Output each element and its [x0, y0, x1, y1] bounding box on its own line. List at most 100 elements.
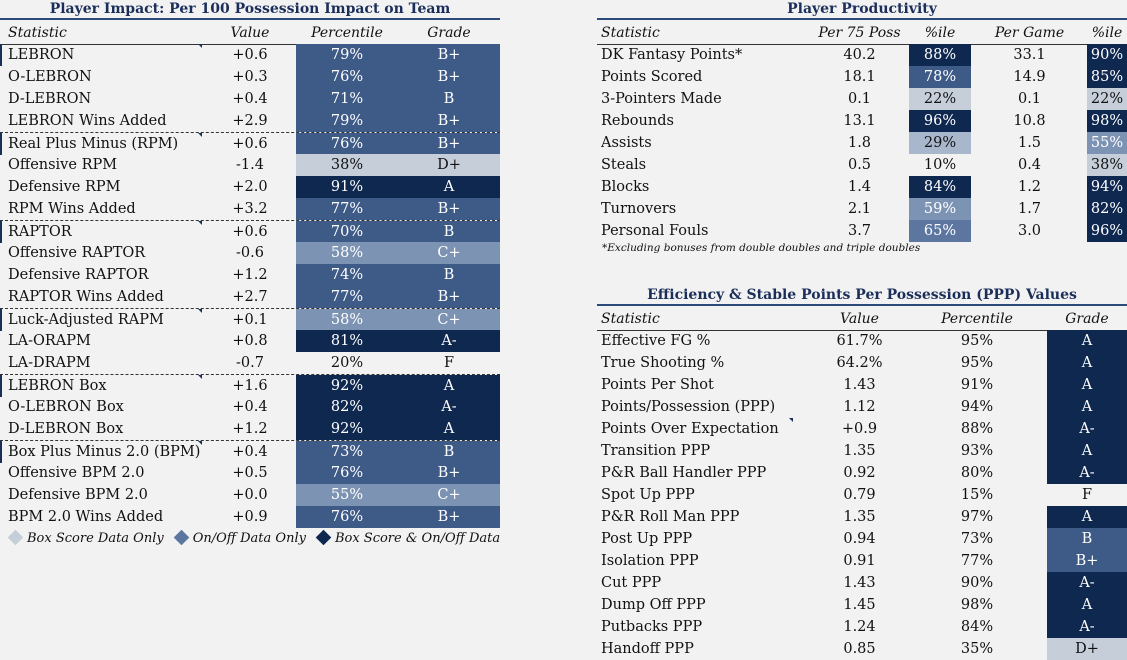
- impact-grade: B+: [398, 462, 500, 484]
- productivity-pergame: 14.9: [1013, 69, 1046, 85]
- efficiency-stat: P&R Roll Man PPP: [601, 509, 740, 525]
- impact-value: +0.9: [232, 509, 268, 525]
- productivity-per75-pctile: 29%: [909, 132, 971, 154]
- table-row: O-LEBRON +0.3 76% B+: [0, 66, 500, 88]
- efficiency-grade: A: [1047, 440, 1127, 462]
- productivity-pergame: 1.5: [1017, 135, 1042, 151]
- impact-stat: RAPTOR: [8, 224, 72, 240]
- table-row: RAPTOR Wins Added +2.7 77% B+: [0, 286, 500, 308]
- productivity-header-pergame-pctile: %ile: [1091, 25, 1123, 41]
- efficiency-percentile: 80%: [960, 465, 994, 481]
- efficiency-stat: Transition PPP: [601, 443, 711, 459]
- productivity-stat: Rebounds: [601, 113, 674, 129]
- impact-stat: O-LEBRON: [8, 69, 92, 85]
- table-row: P&R Roll Man PPP 1.35 97% A: [597, 506, 1127, 528]
- table-row: Points Per Shot 1.43 91% A: [597, 374, 1127, 396]
- productivity-pergame-pctile: 94%: [1087, 176, 1127, 198]
- efficiency-percentile: 77%: [960, 553, 994, 569]
- efficiency-grade: A: [1047, 594, 1127, 616]
- efficiency-header-grade: Grade: [1065, 311, 1109, 327]
- group-marker: [0, 309, 2, 331]
- efficiency-value: 0.92: [843, 465, 876, 481]
- impact-grade: B+: [398, 198, 500, 220]
- productivity-pergame: 0.1: [1017, 91, 1042, 107]
- impact-percentile: 76%: [296, 66, 398, 88]
- productivity-per75-pctile: 10%: [923, 157, 957, 173]
- table-row: Points/Possession (PPP) 1.12 94% A: [597, 396, 1127, 418]
- table-row: D-LEBRON Box +1.2 92% A: [0, 418, 500, 440]
- efficiency-value: 1.24: [843, 619, 876, 635]
- efficiency-percentile: 90%: [960, 575, 994, 591]
- impact-grade: B+: [398, 110, 500, 132]
- impact-stat: RAPTOR Wins Added: [8, 289, 164, 305]
- productivity-per75: 18.1: [843, 69, 876, 85]
- productivity-stat: Blocks: [601, 179, 650, 195]
- productivity-per75: 0.1: [847, 91, 872, 107]
- table-row: Defensive RPM +2.0 91% A: [0, 176, 500, 198]
- impact-grade: C+: [398, 309, 500, 331]
- productivity-pergame: 1.7: [1017, 201, 1042, 217]
- efficiency-stat: Points/Possession (PPP): [601, 399, 776, 415]
- productivity-per75: 2.1: [847, 201, 872, 217]
- productivity-header-per75: Per 75 Poss: [818, 25, 901, 41]
- efficiency-percentile: 15%: [960, 487, 994, 503]
- impact-percentile: 77%: [296, 286, 398, 308]
- productivity-stat: DK Fantasy Points*: [601, 47, 743, 63]
- table-row: Luck-Adjusted RAPM +0.1 58% C+: [0, 308, 500, 331]
- impact-grade: B+: [398, 133, 500, 155]
- productivity-stat: Turnovers: [601, 201, 677, 217]
- productivity-per75-pctile: 22%: [909, 88, 971, 110]
- impact-percentile: 76%: [296, 133, 398, 155]
- impact-grade: A: [398, 418, 500, 440]
- impact-stat: BPM 2.0 Wins Added: [8, 509, 164, 525]
- efficiency-value: 1.35: [843, 443, 876, 459]
- impact-stat: Offensive RAPTOR: [8, 245, 146, 261]
- efficiency-percentile: 93%: [960, 443, 994, 459]
- efficiency-percentile: 95%: [960, 333, 994, 349]
- productivity-per75: 1.4: [847, 179, 872, 195]
- impact-percentile: 74%: [296, 264, 398, 286]
- productivity-stat: Assists: [601, 135, 652, 151]
- legend-label: Box Score & On/Off Data: [334, 531, 501, 546]
- efficiency-stat: Effective FG %: [601, 333, 711, 349]
- productivity-per75-pctile: 78%: [909, 66, 971, 88]
- legend-item: Box Score & On/Off Data: [314, 529, 501, 546]
- impact-value: -0.7: [236, 355, 264, 371]
- efficiency-header-statistic: Statistic: [601, 311, 660, 327]
- impact-grade: B: [398, 264, 500, 286]
- impact-grade: B: [398, 88, 500, 110]
- table-row: Defensive RAPTOR +1.2 74% B: [0, 264, 500, 286]
- legend-item: Box Score Data Only: [6, 529, 164, 546]
- impact-stat: RPM Wins Added: [8, 201, 136, 217]
- impact-grade: A-: [398, 330, 500, 352]
- impact-value: +1.2: [232, 267, 268, 283]
- efficiency-percentile: 97%: [960, 509, 994, 525]
- group-marker: [0, 221, 2, 243]
- efficiency-stat: Putbacks PPP: [601, 619, 703, 635]
- efficiency-percentile: 35%: [960, 641, 994, 657]
- productivity-per75-pctile: 59%: [909, 198, 971, 220]
- impact-percentile: 79%: [296, 110, 398, 132]
- efficiency-value: 0.79: [843, 487, 876, 503]
- impact-grade: B+: [398, 66, 500, 88]
- table-row: Offensive BPM 2.0 +0.5 76% B+: [0, 462, 500, 484]
- impact-value: +0.4: [232, 399, 268, 415]
- efficiency-value: 1.12: [843, 399, 876, 415]
- productivity-per75-pctile: 84%: [909, 176, 971, 198]
- legend-label: On/Off Data Only: [192, 531, 306, 546]
- productivity-pergame-pctile: 90%: [1087, 44, 1127, 66]
- efficiency-value: 1.43: [843, 575, 876, 591]
- impact-grade: B: [398, 221, 500, 243]
- impact-grade: B+: [398, 44, 500, 66]
- impact-value: -0.6: [236, 245, 264, 261]
- impact-percentile: 58%: [296, 309, 398, 331]
- impact-grade: A: [398, 375, 500, 397]
- impact-grade: B+: [398, 506, 500, 528]
- impact-grade: A: [398, 176, 500, 198]
- efficiency-percentile: 94%: [960, 399, 994, 415]
- productivity-per75: 1.8: [847, 135, 872, 151]
- table-row: LEBRON Wins Added +2.9 79% B+: [0, 110, 500, 132]
- impact-percentile: 92%: [296, 375, 398, 397]
- impact-percentile: 92%: [296, 418, 398, 440]
- table-row: LEBRON +0.6 79% B+: [0, 44, 500, 66]
